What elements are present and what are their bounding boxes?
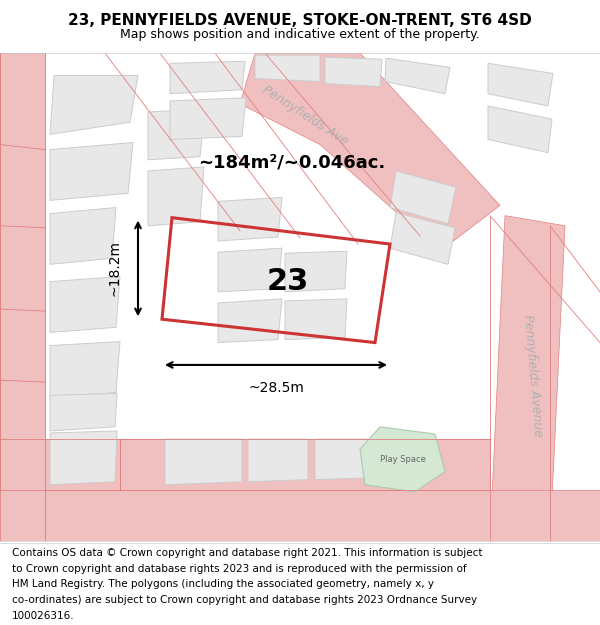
Polygon shape [385,58,450,94]
Text: Pennyfields Ave: Pennyfields Ave [260,84,350,149]
Polygon shape [218,299,282,343]
Polygon shape [390,213,455,264]
Text: ~18.2m: ~18.2m [108,241,122,296]
Polygon shape [170,61,245,94]
Polygon shape [315,439,375,480]
Polygon shape [170,98,246,139]
Polygon shape [50,276,120,332]
Text: 23, PENNYFIELDS AVENUE, STOKE-ON-TRENT, ST6 4SD: 23, PENNYFIELDS AVENUE, STOKE-ON-TRENT, … [68,13,532,28]
Polygon shape [248,439,308,482]
Polygon shape [165,439,242,485]
Text: to Crown copyright and database rights 2023 and is reproduced with the permissio: to Crown copyright and database rights 2… [12,564,467,574]
Polygon shape [148,167,204,226]
Polygon shape [50,208,116,264]
Text: ~28.5m: ~28.5m [248,381,304,395]
Polygon shape [50,431,117,485]
Polygon shape [360,427,445,492]
Text: co-ordinates) are subject to Crown copyright and database rights 2023 Ordnance S: co-ordinates) are subject to Crown copyr… [12,595,477,605]
Polygon shape [120,439,490,490]
Text: Map shows position and indicative extent of the property.: Map shows position and indicative extent… [120,28,480,41]
Text: Play Space: Play Space [380,455,426,464]
Polygon shape [488,63,553,106]
Polygon shape [0,490,600,541]
Polygon shape [218,198,282,241]
Text: 100026316.: 100026316. [12,611,74,621]
Polygon shape [50,76,138,134]
Polygon shape [50,341,120,399]
Text: Contains OS data © Crown copyright and database right 2021. This information is : Contains OS data © Crown copyright and d… [12,548,482,558]
Polygon shape [218,248,282,292]
Polygon shape [490,216,565,541]
Polygon shape [285,299,347,339]
Polygon shape [390,171,456,224]
Polygon shape [285,251,347,292]
Polygon shape [488,106,552,152]
Text: ~184m²/~0.046ac.: ~184m²/~0.046ac. [199,154,386,172]
Polygon shape [50,142,133,201]
Polygon shape [0,53,45,541]
Text: 23: 23 [267,267,309,296]
Polygon shape [45,439,120,490]
Polygon shape [50,393,117,431]
Polygon shape [325,57,382,87]
Text: HM Land Registry. The polygons (including the associated geometry, namely x, y: HM Land Registry. The polygons (includin… [12,579,434,589]
Polygon shape [240,53,500,251]
Text: Pennyfields Avenue: Pennyfields Avenue [521,314,545,438]
Polygon shape [255,55,320,81]
Polygon shape [148,109,205,160]
